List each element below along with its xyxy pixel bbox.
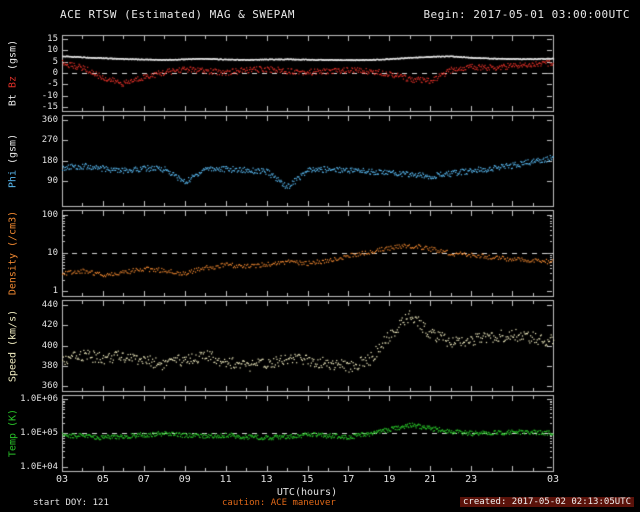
y-tick-label: 180 xyxy=(41,155,58,166)
x-tick-label: 03 xyxy=(55,474,69,485)
y-tick-label: 380 xyxy=(41,360,58,371)
y-tick-label: -15 xyxy=(41,101,58,112)
y-axis-title-part: (gsm) xyxy=(7,39,19,77)
y-axis-title-part: Phi xyxy=(7,169,19,188)
created-timestamp: created: 2017-05-02 02:13:05UTC xyxy=(460,497,634,507)
caution-label: caution: ACE maneuver xyxy=(222,498,336,508)
y-tick-label: 5 xyxy=(52,56,58,67)
y-tick-label: 360 xyxy=(41,114,58,125)
y-tick-label: 270 xyxy=(41,135,58,146)
x-tick-label: 11 xyxy=(219,474,232,485)
y-tick-label: 90 xyxy=(47,175,58,186)
x-axis-title: UTC(hours) xyxy=(276,487,338,498)
y-tick-label: 400 xyxy=(41,340,58,351)
y-axis-title: Phi (gsm) xyxy=(8,133,19,187)
start-doy-label: start DOY: 121 xyxy=(33,498,109,508)
y-axis-title-part: Bt xyxy=(7,88,19,107)
y-tick-label: 420 xyxy=(41,320,58,331)
y-axis-title-part: (gsm) xyxy=(7,133,19,170)
y-tick-label: 0 xyxy=(52,68,58,78)
x-tick-label: 19 xyxy=(383,474,396,485)
y-axis-title: Bt Bz (gsm) xyxy=(8,40,19,106)
y-tick-label: 440 xyxy=(41,299,58,310)
x-tick-label: 05 xyxy=(96,474,109,485)
x-tick-label: 07 xyxy=(137,474,150,485)
y-axis-title-part: Bz xyxy=(7,76,19,89)
y-tick-label: 15 xyxy=(47,34,58,45)
y-axis-title: Speed (km/s) xyxy=(8,309,19,381)
y-tick-label: 10 xyxy=(47,248,58,258)
y-tick-label: 360 xyxy=(41,381,58,392)
y-tick-label: 1.0E+05 xyxy=(20,428,58,438)
x-tick-label: 03 xyxy=(546,474,560,485)
y-axis-title: Temp (K) xyxy=(8,409,19,457)
x-tick-label: 23 xyxy=(465,474,478,485)
y-tick-label: 1.0E+06 xyxy=(20,394,58,405)
y-axis-title: Density (/cm3) xyxy=(8,211,19,295)
y-tick-label: 10 xyxy=(47,45,58,56)
x-tick-label: 09 xyxy=(178,474,191,485)
y-axis-title-part: Density (/cm3) xyxy=(7,210,19,296)
x-tick-label: 15 xyxy=(301,474,314,485)
y-tick-label: -5 xyxy=(47,79,58,90)
x-tick-label: 13 xyxy=(260,474,273,485)
y-tick-label: 1.0E+04 xyxy=(20,461,58,472)
y-tick-label: -10 xyxy=(41,90,58,101)
y-tick-label: 100 xyxy=(41,209,58,220)
y-axis-title-part: Temp (K) xyxy=(7,408,19,458)
y-axis-title-part: Speed (km/s) xyxy=(7,309,19,382)
y-tick-label: 1 xyxy=(52,286,58,297)
x-tick-label: 17 xyxy=(342,474,355,485)
x-tick-label: 21 xyxy=(424,474,437,485)
